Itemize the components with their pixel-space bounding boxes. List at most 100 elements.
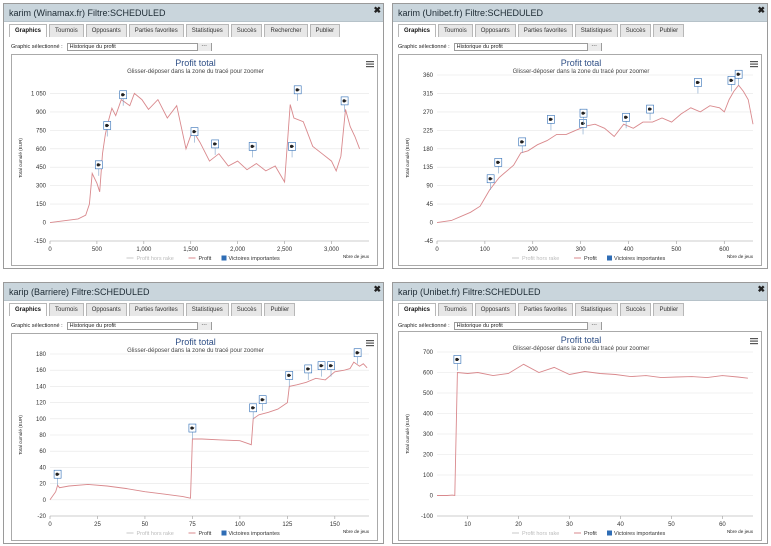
- close-icon[interactable]: ✖: [373, 5, 381, 15]
- legend-item[interactable]: Profit hors rake: [512, 256, 559, 262]
- tab-parties-favorites[interactable]: Parties favorites: [517, 24, 573, 37]
- victory-flag-icon[interactable]: [248, 142, 257, 158]
- legend-label: Profit: [584, 256, 597, 262]
- tab-succes[interactable]: Succès: [230, 24, 263, 37]
- tab-graphics[interactable]: Graphics: [398, 303, 437, 316]
- victory-flag-icon[interactable]: [327, 361, 335, 377]
- tab-publier[interactable]: Publier: [264, 303, 296, 316]
- legend-item[interactable]: Victoires importantes: [221, 530, 281, 538]
- tab-opposants[interactable]: Opposants: [85, 24, 127, 37]
- close-icon[interactable]: ✖: [757, 284, 765, 294]
- legend-item[interactable]: Profit: [188, 531, 212, 537]
- menu-icon[interactable]: [750, 338, 758, 345]
- victory-flag-icon[interactable]: [188, 423, 197, 440]
- chart-container[interactable]: Profit total Glisser-déposer dans la zone…: [398, 331, 762, 541]
- chart-container[interactable]: Profit total Glisser-déposer dans la zone…: [398, 54, 762, 266]
- legend-item[interactable]: Profit hors rake: [126, 256, 174, 262]
- chart-container[interactable]: Profit total Glisser-déposer dans la zone…: [11, 54, 378, 266]
- victory-flag-icon[interactable]: [293, 85, 302, 101]
- victory-flag-icon[interactable]: [94, 160, 103, 176]
- victory-flag-icon[interactable]: [249, 403, 257, 419]
- chevron-down-icon[interactable]: …: [196, 321, 211, 330]
- victory-flag-icon[interactable]: [646, 104, 654, 121]
- victory-flag-icon[interactable]: [53, 469, 62, 486]
- tab-publier[interactable]: Publier: [653, 303, 685, 316]
- victory-flag-icon[interactable]: [190, 127, 199, 143]
- graph-select-label: Graphic sélectionné :: [398, 322, 450, 329]
- victory-flag-icon[interactable]: [211, 139, 219, 155]
- tab-statistiques[interactable]: Statistiques: [185, 303, 229, 316]
- tab-graphics[interactable]: Graphics: [9, 24, 48, 37]
- chevron-down-icon[interactable]: …: [586, 42, 601, 51]
- chevron-down-icon[interactable]: …: [196, 42, 211, 51]
- legend-item[interactable]: Profit hors rake: [126, 531, 174, 537]
- tab-statistiques[interactable]: Statistiques: [574, 303, 618, 316]
- tab-succes[interactable]: Succès: [619, 24, 652, 37]
- close-icon[interactable]: ✖: [757, 5, 765, 15]
- chart-title: Profit total: [561, 58, 602, 68]
- menu-icon[interactable]: [366, 61, 374, 68]
- tab-opposants[interactable]: Opposants: [85, 303, 127, 316]
- tab-parties-favorites[interactable]: Parties favorites: [517, 303, 573, 316]
- victory-flag-icon[interactable]: [579, 119, 587, 135]
- close-icon[interactable]: ✖: [373, 284, 381, 294]
- legend-item[interactable]: Profit: [574, 256, 597, 262]
- legend-item[interactable]: Victoires importantes: [607, 530, 666, 538]
- victory-flag-icon[interactable]: [579, 108, 588, 125]
- x-tick-label: 100: [480, 247, 491, 253]
- victory-flag-icon[interactable]: [453, 355, 462, 371]
- tab-opposants[interactable]: Opposants: [474, 24, 516, 37]
- menu-icon[interactable]: [366, 340, 374, 347]
- victory-flag-icon[interactable]: [340, 96, 349, 112]
- victory-flag-icon[interactable]: [353, 348, 362, 364]
- victory-flag-icon[interactable]: [547, 115, 555, 131]
- legend-item[interactable]: Profit: [188, 256, 212, 262]
- legend-label: Victoires importantes: [614, 531, 666, 537]
- graph-select[interactable]: Historique du profit …: [66, 321, 212, 330]
- tab-parties-favorites[interactable]: Parties favorites: [128, 24, 184, 37]
- graph-select[interactable]: Historique du profit …: [453, 42, 602, 51]
- tab-tournois[interactable]: Tournois: [438, 303, 473, 316]
- tab-statistiques[interactable]: Statistiques: [185, 24, 229, 37]
- victory-flag-icon[interactable]: [258, 395, 267, 411]
- victory-flag-icon[interactable]: [486, 174, 495, 190]
- victory-flag-icon[interactable]: [694, 78, 702, 94]
- victory-flag-icon[interactable]: [734, 69, 743, 86]
- victory-flag-icon[interactable]: [304, 364, 313, 380]
- tab-publier[interactable]: Publier: [653, 24, 685, 37]
- tab-tournois[interactable]: Tournois: [49, 303, 84, 316]
- tab-succes[interactable]: Succès: [230, 303, 263, 316]
- victory-flag-icon[interactable]: [622, 112, 630, 129]
- chart-container[interactable]: Profit total Glisser-déposer dans la zone…: [11, 333, 378, 541]
- victory-flag-icon[interactable]: [494, 158, 503, 174]
- victory-flag-icon[interactable]: [103, 121, 112, 137]
- tab-publier[interactable]: Publier: [309, 24, 341, 37]
- victory-flag-icon[interactable]: [317, 361, 326, 377]
- tab-graphics[interactable]: Graphics: [9, 303, 48, 316]
- menu-icon[interactable]: [750, 61, 758, 68]
- legend-item[interactable]: Victoires importantes: [607, 255, 666, 263]
- graph-select[interactable]: Historique du profit …: [453, 321, 602, 330]
- graph-select[interactable]: Historique du profit …: [66, 42, 212, 51]
- tab-succes[interactable]: Succès: [619, 303, 652, 316]
- legend-item[interactable]: Profit hors rake: [512, 531, 559, 537]
- victory-flag-icon[interactable]: [285, 371, 294, 387]
- victory-flag-icon[interactable]: [119, 90, 127, 106]
- tab-parties-favorites[interactable]: Parties favorites: [128, 303, 184, 316]
- tab-rechercher[interactable]: Rechercher: [264, 24, 308, 37]
- chevron-down-icon[interactable]: …: [586, 321, 601, 330]
- tab-statistiques[interactable]: Statistiques: [574, 24, 618, 37]
- victory-flag-icon[interactable]: [288, 142, 296, 158]
- legend-item[interactable]: Victoires importantes: [221, 255, 281, 263]
- victory-flag-icon[interactable]: [518, 137, 527, 153]
- legend-item[interactable]: Profit: [574, 531, 597, 537]
- tab-tournois[interactable]: Tournois: [49, 24, 84, 37]
- tab-tournois[interactable]: Tournois: [438, 24, 473, 37]
- tab-graphics[interactable]: Graphics: [398, 24, 437, 37]
- tab-opposants[interactable]: Opposants: [474, 303, 516, 316]
- victory-flag-icon[interactable]: [727, 76, 736, 92]
